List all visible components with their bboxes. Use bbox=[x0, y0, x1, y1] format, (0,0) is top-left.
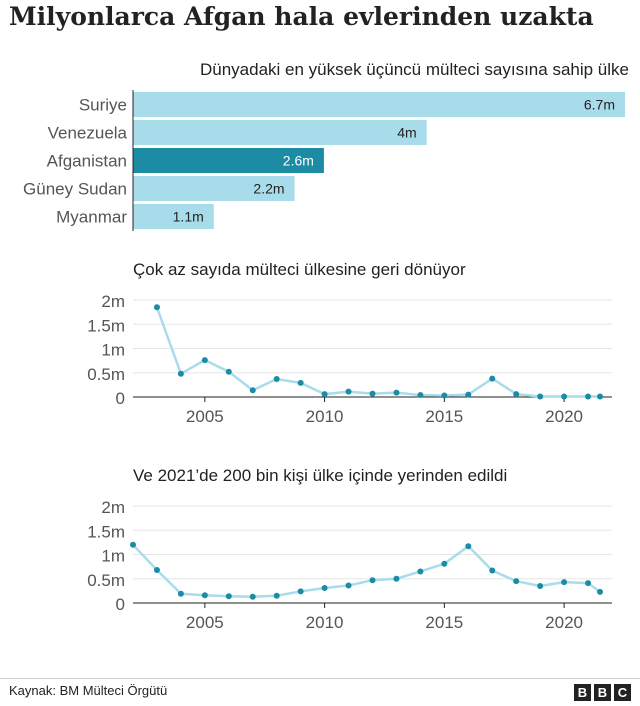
returns-ytick-label: 1.5m bbox=[87, 316, 125, 335]
displaced-ytick-label: 1m bbox=[101, 547, 125, 566]
displaced-data-point bbox=[597, 588, 604, 595]
bar-value-label: 4m bbox=[397, 125, 416, 141]
bar-value-label: 6.7m bbox=[584, 97, 615, 113]
displaced-data-point bbox=[369, 577, 376, 584]
chart-title: Milyonlarca Afgan hala evlerinden uzakta bbox=[9, 2, 594, 31]
bar-chart-subtitle: Dünyadaki en yüksek üçüncü mülteci sayıs… bbox=[199, 60, 629, 79]
displaced-data-point bbox=[513, 578, 520, 585]
displaced-series-line bbox=[132, 543, 601, 598]
displaced-chart-subtitle: Ve 2021’de 200 bin kişi ülke içinde yeri… bbox=[133, 466, 508, 485]
bbc-logo-c: C bbox=[614, 684, 631, 701]
displaced-data-point bbox=[177, 590, 184, 597]
returns-data-point bbox=[225, 368, 232, 375]
displaced-data-point bbox=[321, 584, 328, 591]
returns-data-point bbox=[441, 392, 448, 399]
returns-data-point bbox=[249, 387, 256, 394]
displaced-ytick-label: 0 bbox=[116, 595, 125, 614]
displaced-data-point bbox=[130, 541, 136, 548]
displaced-line-chart: 0 0.5m 1m 1.5m 2m 2005 2010 2015 2020 bbox=[87, 498, 612, 632]
returns-xtick-label: 2005 bbox=[186, 407, 224, 426]
returns-data-point bbox=[489, 375, 496, 382]
displaced-data-point bbox=[393, 575, 400, 582]
source-note: Kaynak: BM Mülteci Örgütü bbox=[9, 683, 168, 698]
displaced-data-point bbox=[273, 592, 280, 599]
returns-data-point bbox=[321, 391, 328, 398]
displaced-data-point bbox=[249, 593, 256, 600]
displaced-ytick-label: 1.5m bbox=[87, 522, 125, 541]
returns-series-line bbox=[155, 306, 601, 398]
displaced-data-point bbox=[201, 592, 208, 599]
returns-data-point bbox=[561, 393, 568, 400]
returns-ytick-label: 1m bbox=[101, 341, 125, 360]
displaced-data-point bbox=[561, 579, 568, 586]
displaced-data-point bbox=[345, 582, 352, 589]
displaced-data-point bbox=[537, 583, 544, 590]
returns-data-point bbox=[297, 379, 304, 386]
bar-category-label: Venezuela bbox=[48, 124, 128, 143]
bar-2 bbox=[133, 148, 324, 173]
bar-category-label: Suriye bbox=[79, 96, 127, 115]
returns-data-point bbox=[153, 304, 160, 311]
bbc-logo-b2: B bbox=[594, 684, 611, 701]
returns-ytick-label: 2m bbox=[101, 292, 125, 311]
displaced-data-point bbox=[585, 580, 592, 587]
returns-data-point bbox=[273, 376, 280, 383]
bar-category-label: Afganistan bbox=[47, 152, 127, 171]
bar-category-label: Myanmar bbox=[56, 208, 127, 227]
bar-0 bbox=[133, 92, 625, 117]
returns-xtick-label: 2015 bbox=[425, 407, 463, 426]
returns-data-point bbox=[597, 393, 604, 400]
returns-xtick-label: 2010 bbox=[306, 407, 344, 426]
bar-4 bbox=[133, 204, 214, 229]
displaced-data-point bbox=[441, 560, 448, 567]
displaced-xtick-label: 2020 bbox=[545, 613, 583, 632]
returns-data-point bbox=[177, 370, 184, 377]
bar-category-label: Güney Sudan bbox=[23, 180, 127, 199]
bar-value-label: 1.1m bbox=[173, 209, 204, 225]
displaced-data-point bbox=[465, 543, 472, 550]
returns-data-point bbox=[537, 393, 544, 400]
displaced-xtick-label: 2005 bbox=[186, 613, 224, 632]
returns-data-point bbox=[345, 388, 352, 395]
returns-data-point bbox=[465, 391, 472, 398]
displaced-data-point bbox=[489, 567, 496, 574]
returns-data-point bbox=[201, 357, 208, 364]
displaced-ytick-label: 2m bbox=[101, 498, 125, 517]
bar-3 bbox=[133, 176, 295, 201]
refugee-bar-chart: Suriye 6.7m Venezuela 4m Afganistan 2.6m Güney… bbox=[23, 90, 625, 231]
bbc-logo-b1: B bbox=[574, 684, 591, 701]
returns-data-point bbox=[513, 391, 520, 398]
displaced-data-point bbox=[417, 568, 424, 575]
returns-xtick-label: 2020 bbox=[545, 407, 583, 426]
returns-ytick-label: 0.5m bbox=[87, 365, 125, 384]
returns-data-point bbox=[417, 392, 424, 399]
displaced-xtick-label: 2010 bbox=[306, 613, 344, 632]
footer-divider bbox=[0, 678, 640, 679]
returns-chart-subtitle: Çok az sayıda mülteci ülkesine geri dönü… bbox=[133, 260, 466, 279]
displaced-xtick-label: 2015 bbox=[425, 613, 463, 632]
bar-value-label: 2.2m bbox=[253, 181, 284, 197]
displaced-ytick-label: 0.5m bbox=[87, 571, 125, 590]
bar-value-label: 2.6m bbox=[283, 153, 314, 169]
displaced-data-point bbox=[225, 593, 232, 600]
returns-line-chart: 0 0.5m 1m 1.5m 2m 2005 2010 2015 2020 bbox=[87, 292, 612, 426]
returns-data-point bbox=[369, 390, 376, 397]
returns-data-point bbox=[585, 393, 592, 400]
returns-data-point bbox=[393, 389, 400, 396]
returns-ytick-label: 0 bbox=[116, 389, 125, 408]
displaced-data-point bbox=[297, 588, 304, 595]
bbc-logo: B B C bbox=[574, 684, 631, 701]
bar-1 bbox=[133, 120, 427, 145]
displaced-data-point bbox=[153, 567, 160, 574]
